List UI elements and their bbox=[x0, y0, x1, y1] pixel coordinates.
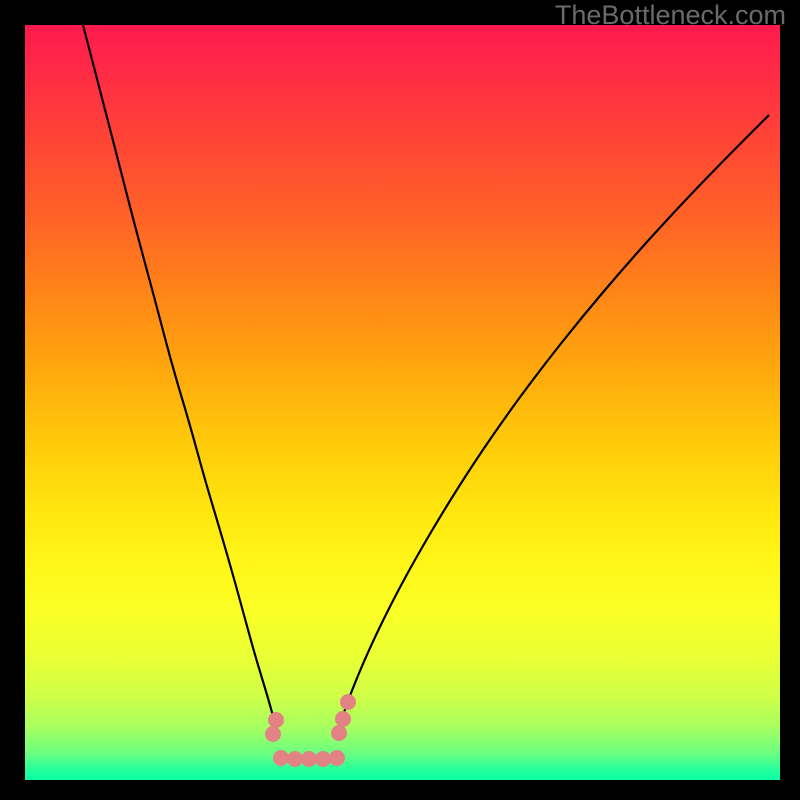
data-marker bbox=[316, 752, 331, 767]
gradient-background bbox=[25, 25, 780, 780]
data-marker bbox=[336, 712, 351, 727]
data-marker bbox=[274, 751, 289, 766]
data-marker bbox=[302, 752, 317, 767]
data-marker bbox=[288, 752, 303, 767]
data-marker bbox=[269, 713, 284, 728]
bottleneck-chart bbox=[0, 0, 800, 800]
data-marker bbox=[266, 727, 281, 742]
watermark-text: TheBottleneck.com bbox=[555, 0, 786, 31]
data-marker bbox=[330, 751, 345, 766]
data-marker bbox=[341, 695, 356, 710]
data-marker bbox=[332, 726, 347, 741]
